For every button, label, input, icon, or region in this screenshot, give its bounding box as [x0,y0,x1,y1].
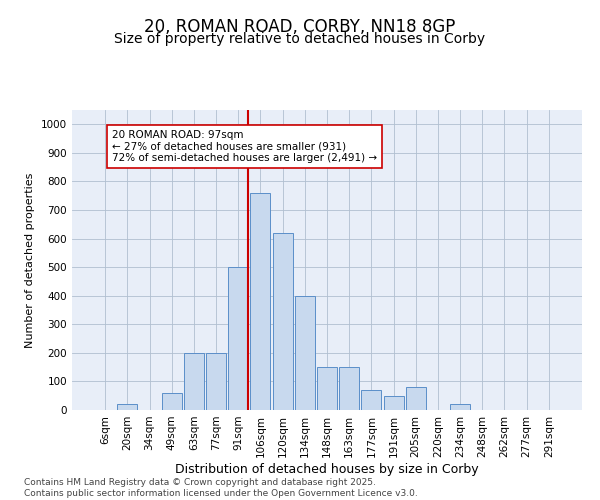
Bar [206,353,226,410]
Bar [450,404,470,410]
Text: 20, ROMAN ROAD, CORBY, NN18 8GP: 20, ROMAN ROAD, CORBY, NN18 8GP [145,18,455,36]
Bar [317,367,337,410]
Bar [184,353,204,410]
Text: Contains HM Land Registry data © Crown copyright and database right 2025.
Contai: Contains HM Land Registry data © Crown c… [24,478,418,498]
Bar [162,393,182,410]
Bar [406,387,426,410]
Y-axis label: Number of detached properties: Number of detached properties [25,172,35,348]
Bar [361,390,382,410]
Bar [228,267,248,410]
Bar [272,233,293,410]
Text: Size of property relative to detached houses in Corby: Size of property relative to detached ho… [115,32,485,46]
Bar [295,296,315,410]
Bar [339,367,359,410]
X-axis label: Distribution of detached houses by size in Corby: Distribution of detached houses by size … [175,462,479,475]
Text: 20 ROMAN ROAD: 97sqm
← 27% of detached houses are smaller (931)
72% of semi-deta: 20 ROMAN ROAD: 97sqm ← 27% of detached h… [112,130,377,163]
Bar [250,193,271,410]
Bar [383,396,404,410]
Bar [118,404,137,410]
